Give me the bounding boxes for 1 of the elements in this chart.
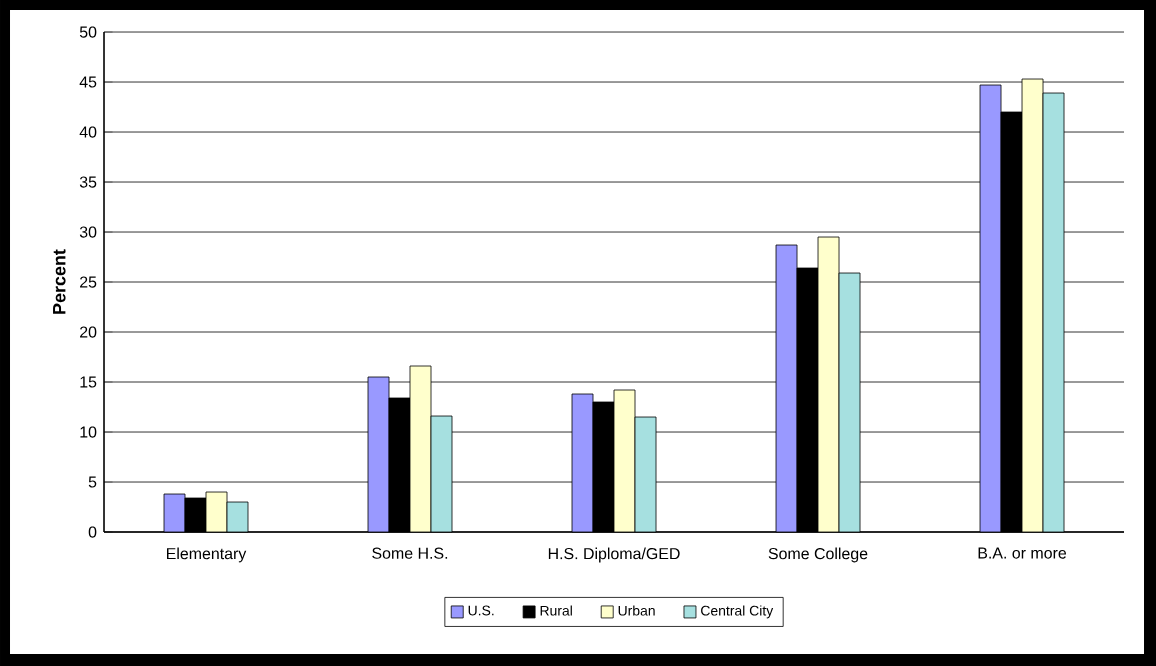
y-axis-title: Percent	[53, 249, 66, 314]
